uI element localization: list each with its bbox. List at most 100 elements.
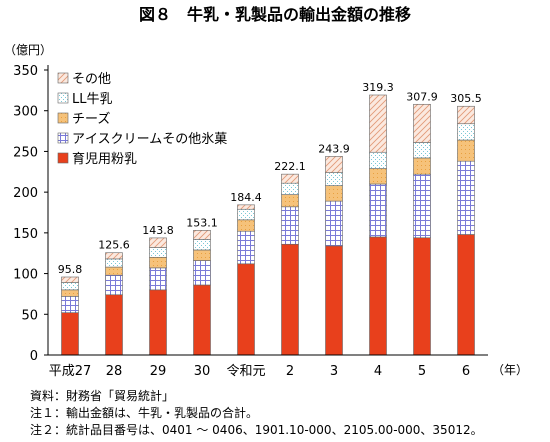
bar-segment: [61, 276, 79, 283]
bar-total-label: 243.9: [318, 142, 350, 155]
y-tick-label: 300: [13, 105, 38, 120]
legend-swatch: [57, 112, 69, 124]
bar-segment: [413, 237, 431, 356]
x-axis: 平成27 28 29 30 令和元 2 3 4 5 6: [48, 354, 488, 379]
x-tick-label: 4: [374, 364, 382, 379]
bars-layer: 95.8 125.6 143.8 153.1 184.4 222.1 243.9 319.3 3…: [58, 81, 482, 356]
bar-segment: [369, 236, 387, 356]
bar-segment: [193, 239, 211, 251]
bar-segment: [237, 219, 255, 232]
bar-segment: [61, 296, 79, 313]
chart-title: 図８ 牛乳・乳製品の輸出金額の推移: [139, 5, 411, 24]
legend-swatch: [57, 132, 69, 144]
bar-segment: [281, 173, 299, 184]
bar-stack: 307.9: [406, 90, 438, 356]
bar-segment: [413, 157, 431, 175]
bar-segment: [105, 266, 123, 276]
bar-segment: [457, 234, 475, 356]
x-tick-label: 5: [418, 364, 426, 379]
bar-segment: [237, 263, 255, 356]
bar-stack: 243.9: [318, 142, 350, 356]
bar-segment: [105, 274, 123, 296]
bar-segment: [105, 252, 123, 260]
legend-swatch: [57, 152, 69, 164]
y-tick-label: 250: [13, 145, 38, 160]
x-tick-label: 28: [106, 364, 123, 379]
legend-label: その他: [72, 72, 111, 87]
notes: 資料：財務省「貿易統計」 注１：輸出金額は、牛乳・乳製品の合計。 注２：統計品目…: [30, 388, 483, 439]
bar-segment: [61, 282, 79, 291]
bar-segment: [193, 249, 211, 261]
y-tick-label: 100: [13, 268, 38, 283]
bar-segment: [325, 245, 343, 356]
bar-stack: 125.6: [98, 239, 130, 356]
bar-segment: [325, 156, 343, 173]
bar-segment: [237, 230, 255, 265]
bar-segment: [325, 200, 343, 247]
x-axis-unit: （年）: [492, 363, 528, 377]
y-tick-label: 350: [13, 64, 38, 79]
legend-label: 育児用粉乳: [72, 151, 137, 167]
legend-swatch: [57, 72, 69, 84]
y-axis-unit: （億円）: [4, 43, 52, 57]
y-tick-label: 150: [13, 227, 38, 242]
bar-segment: [457, 123, 475, 141]
bar-segment: [105, 294, 123, 356]
bar-segment: [193, 260, 211, 286]
bar-segment: [281, 182, 299, 195]
bar-segment: [61, 312, 79, 356]
bar-segment: [281, 194, 299, 208]
bar-segment: [457, 139, 475, 162]
bar-total-label: 184.4: [230, 191, 262, 204]
bar-segment: [237, 208, 255, 221]
bar-segment: [193, 284, 211, 356]
x-tick-label: 2: [286, 364, 294, 379]
bar-segment: [61, 289, 79, 297]
legend-label: アイスクリームその他氷菓: [72, 132, 227, 147]
bar-total-label: 125.6: [98, 239, 130, 252]
bar-stack: 319.3: [362, 81, 394, 356]
bar-total-label: 95.8: [58, 263, 83, 276]
x-tick-label: 29: [150, 364, 167, 379]
x-tick-label: 令和元: [226, 364, 265, 379]
bar-segment: [281, 206, 299, 245]
bar-segment: [369, 151, 387, 169]
bar-total-label: 222.1: [274, 160, 306, 173]
bar-segment: [413, 173, 431, 239]
bar-stack: 305.5: [450, 92, 482, 356]
bar-segment: [457, 105, 475, 125]
note-2: 注２：統計品目番号は、0401 〜 0406、1901.10-000、2105.…: [30, 423, 483, 437]
bar-total-label: 305.5: [450, 92, 482, 105]
bar-segment: [325, 172, 343, 186]
bar-segment: [149, 256, 167, 269]
bar-total-label: 307.9: [406, 90, 438, 103]
bar-segment: [369, 183, 387, 238]
bar-segment: [237, 204, 255, 210]
bar-segment: [369, 168, 387, 185]
bar-segment: [193, 230, 211, 240]
x-tick-label: 6: [462, 364, 470, 379]
note-1: 注１：輸出金額は、牛乳・乳製品の合計。: [30, 406, 259, 420]
bar-segment: [413, 142, 431, 159]
bar-total-label: 319.3: [362, 81, 394, 94]
bar-segment: [149, 237, 167, 248]
bar-stack: 143.8: [142, 224, 174, 356]
legend-label: チーズ: [72, 111, 110, 127]
bar-segment: [105, 258, 123, 268]
bar-segment: [457, 160, 475, 235]
bar-segment: [149, 267, 167, 291]
bar-segment: [325, 185, 343, 202]
bar-stack: 184.4: [230, 191, 262, 356]
y-tick-label: 50: [21, 308, 38, 323]
bar-stack: 153.1: [186, 216, 218, 356]
bar-stack: 222.1: [274, 160, 306, 356]
legend-swatch: [57, 92, 69, 104]
legend-label: LL牛乳: [72, 92, 113, 107]
bar-segment: [281, 243, 299, 356]
bar-total-label: 153.1: [186, 216, 218, 229]
bar-stack: 95.8: [58, 263, 83, 356]
x-tick-label: 30: [194, 364, 211, 379]
bar-segment: [149, 289, 167, 356]
